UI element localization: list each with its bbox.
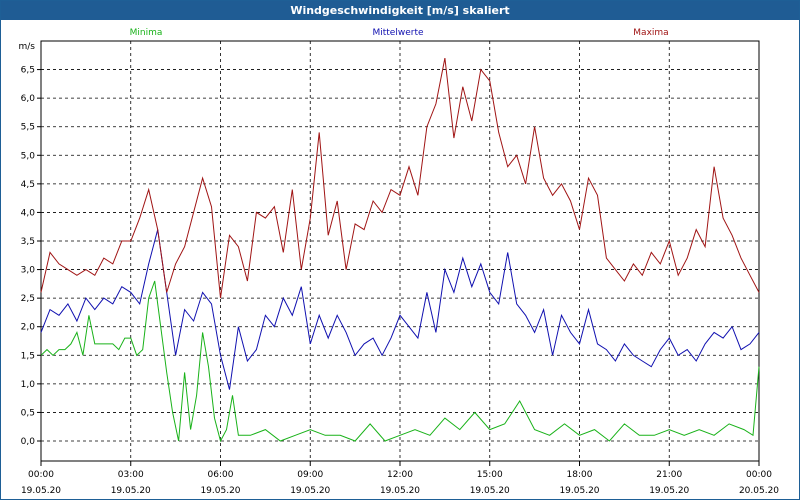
y-tick-label: 5,0 [21, 151, 36, 161]
x-tick-time: 06:00 [208, 470, 234, 480]
x-tick-date: 19.05.20 [200, 486, 240, 496]
grid [41, 41, 759, 461]
x-tick-time: 15:00 [477, 470, 503, 480]
y-tick-label: 6,5 [21, 66, 35, 76]
x-tick-date: 19.05.20 [290, 486, 330, 496]
x-tick-date: 19.05.20 [559, 486, 599, 496]
y-axis-label: m/s [19, 42, 36, 52]
y-tick-label: 4,5 [21, 180, 35, 190]
window-title: Windgeschwindigkeit [m/s] skaliert [1, 1, 799, 20]
x-tick-date: 19.05.20 [470, 486, 510, 496]
x-tick-time: 00:00 [746, 470, 772, 480]
axes: 0,0 0,5 1,0 1,5 2,0 2,5 3,0 3,5 4,0 4,5 5,0 5,5 6,0 6… [19, 40, 779, 496]
y-tick-label: 3,0 [21, 266, 36, 276]
wind-speed-chart: 0,0 0,5 1,0 1,5 2,0 2,5 3,0 3,5 4,0 4,5 5,0 5,5 6,0 6… [19, 28, 780, 496]
y-tick-label: 2,5 [21, 294, 35, 304]
series-line-maxima [40, 58, 760, 299]
x-tick-date: 19.05.20 [21, 486, 61, 496]
x-tick-time: 18:00 [567, 470, 593, 480]
y-tick-label: 0,5 [21, 408, 35, 418]
x-tick-date: 19.05.20 [649, 486, 689, 496]
y-tick-label: 6,0 [21, 94, 36, 104]
series-line-minima [40, 280, 760, 443]
x-tick-time: 03:00 [118, 470, 144, 480]
series-lines [40, 58, 760, 443]
x-tick-date: 19.05.20 [111, 486, 151, 496]
x-tick-time: 12:00 [387, 470, 413, 480]
y-tick-label: 1,0 [21, 380, 36, 390]
x-tick-time: 21:00 [656, 470, 682, 480]
legend: Minima Mittelwerte Maxima [130, 28, 669, 38]
y-tick-label: 1,5 [21, 351, 35, 361]
legend-maxima: Maxima [633, 28, 668, 38]
legend-mittelwerte: Mittelwerte [372, 28, 423, 38]
y-tick-label: 2,0 [21, 323, 36, 333]
y-tick-label: 3,5 [21, 237, 35, 247]
legend-minima: Minima [130, 28, 163, 38]
y-tick-label: 5,5 [21, 123, 35, 133]
x-tick-date: 20.05.20 [739, 486, 779, 496]
x-tick-date: 19.05.20 [380, 486, 420, 496]
x-tick-time: 09:00 [297, 470, 323, 480]
x-tick-time: 00:00 [28, 470, 54, 480]
y-tick-label: 4,0 [21, 208, 36, 218]
y-tick-label: 0,0 [21, 437, 36, 447]
